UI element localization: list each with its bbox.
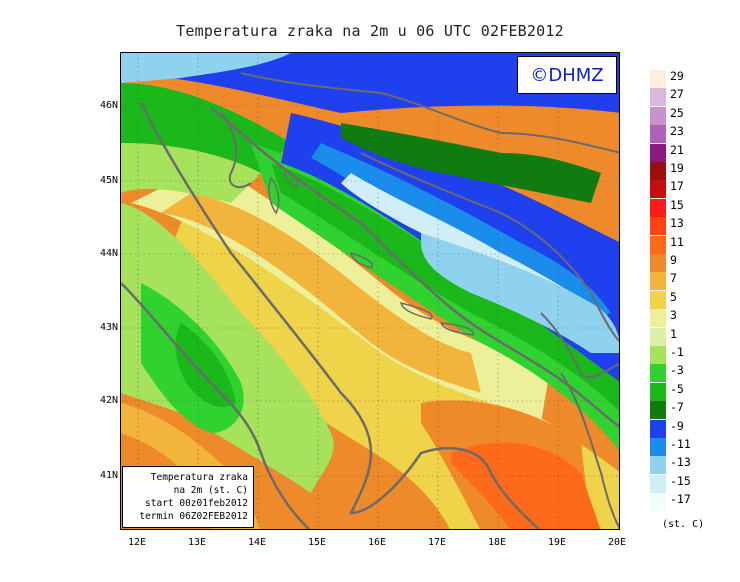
legend-swatch [650,327,666,346]
legend-label: 7 [670,271,677,286]
legend-label: 1 [670,326,677,341]
info-line-2: na 2m (st. C) [173,485,248,496]
legend-swatch [650,106,666,125]
sea-mild-core [161,193,481,393]
east-cold-zone [421,233,619,353]
legend-swatch [650,162,666,180]
legend-swatch [650,88,666,107]
legend-swatch [650,474,666,493]
temperature-field [121,53,619,529]
legend-swatch [650,290,666,309]
legend-swatch [650,309,666,328]
legend-label: -15 [670,473,691,488]
map-title: Temperatura zraka na 2m u 06 UTC 02FEB20… [176,22,564,40]
dinaric-dark-green [271,163,619,412]
lon-label-18e: 18E [487,537,507,548]
legend-unit: (st. C) [662,519,705,530]
dhmz-watermark: ©DHMZ [517,56,617,94]
legend-label: -3 [670,363,684,378]
legend-label: 21 [670,142,684,157]
legend-label: -17 [670,492,691,507]
italy-land [121,203,334,493]
legend-label: 11 [670,234,684,249]
legend-swatch [650,456,666,475]
istria-coastline [220,112,252,189]
north-band-green [121,83,291,173]
legend-swatch [650,180,666,199]
info-box: Temperatura zraka na 2m (st. C) start 00… [122,466,254,528]
legend-swatch [650,401,666,420]
legend-swatch [650,125,666,144]
legend-swatch [650,364,666,383]
lat-label-44n: 44N [99,248,118,259]
lat-label-45n: 45N [99,175,118,186]
legend-swatch [650,235,666,254]
legend-label: -9 [670,418,684,433]
legend-label: 15 [670,197,684,212]
lon-label-20e: 20E [607,537,627,548]
lat-label-42n: 42N [99,395,118,406]
lon-label-19e: 19E [547,537,567,548]
pannonia-green [341,123,601,203]
legend-swatch [650,143,666,162]
island-dalmatian-1 [349,251,373,269]
legend-swatch [650,493,666,512]
legend-label: 19 [670,161,684,175]
island-krk [284,170,299,188]
legend-swatch [650,254,666,272]
lat-label-46n: 46N [99,100,118,111]
italy-cold-core [175,323,236,407]
lon-label-12e: 12E [127,537,147,548]
lat-label-43n: 43N [99,322,118,333]
italy-coastline [139,102,541,529]
island-dalmatian-2 [399,301,433,320]
island-cres [268,176,280,215]
legend-swatch [650,438,666,456]
lat-label-41n: 41N [99,470,118,481]
legend-label: 13 [670,216,684,231]
legend-swatch [650,272,666,291]
north-band-light [121,143,261,203]
montenegro-border [540,312,619,379]
legend-label: -11 [670,437,691,451]
legend-label: -13 [670,455,691,470]
croatia-border [240,72,619,154]
lon-label-14e: 14E [247,537,267,548]
legend-label: 9 [670,253,677,267]
south-hot-core [451,442,601,529]
legend-swatch [650,70,666,88]
legend-label: 29 [670,69,684,83]
legend-label: -5 [670,381,684,396]
map-grid [121,53,619,529]
info-line-1: Temperatura zraka [150,472,248,483]
alps-cold [121,53,619,113]
albania-border [560,372,619,529]
legend-swatch [650,198,666,217]
lon-label-15e: 15E [307,537,327,548]
info-line-3: start 00z01feb2012 [145,498,248,509]
legend-swatch [650,346,666,364]
legend-swatch [650,419,666,438]
legend-label: 27 [670,87,684,102]
lon-label-17e: 17E [427,537,447,548]
tyrrhenian-coastline [121,282,311,529]
croatian-coastline [210,107,619,429]
lon-label-13e: 13E [187,537,207,548]
legend-label: 23 [670,124,684,139]
alps-light-blue [121,53,291,83]
lon-label-16e: 16E [367,537,387,548]
bosnia-border [360,152,619,343]
legend-label: 17 [670,179,684,194]
info-line-4: termin 06Z02FEB2012 [139,511,248,522]
legend-swatch [650,217,666,236]
legend-label: -1 [670,345,684,359]
legend-label: -7 [670,400,684,415]
legend-label: 25 [670,105,684,120]
temperature-map[interactable] [120,52,620,530]
legend-label: 5 [670,289,677,304]
legend-label: 3 [670,308,677,323]
legend-swatch [650,382,666,401]
